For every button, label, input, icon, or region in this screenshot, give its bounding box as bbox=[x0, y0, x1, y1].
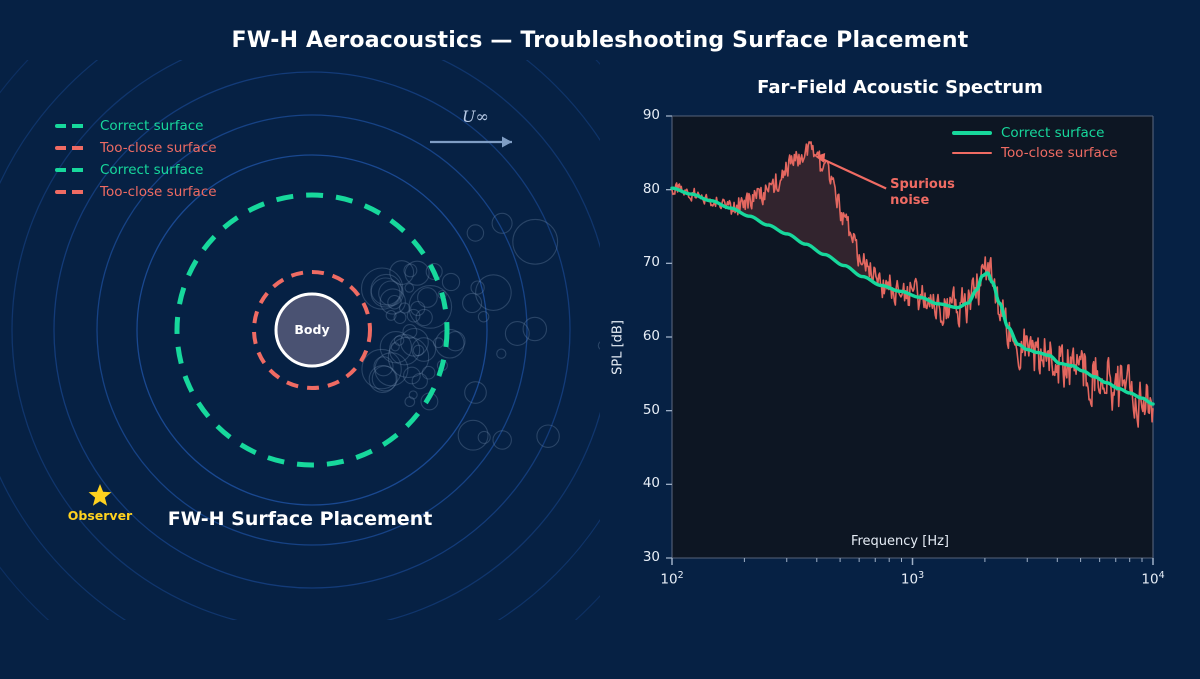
schematic-legend-item: Too-close surface bbox=[55, 181, 217, 203]
chart-legend-label: Correct surface bbox=[1001, 125, 1105, 141]
x-axis-tick-label: 104 bbox=[1141, 570, 1165, 588]
y-axis-tick-label: 70 bbox=[642, 254, 660, 271]
freestream-velocity-label: U∞ bbox=[462, 107, 489, 126]
legend-line-swatch bbox=[952, 151, 992, 155]
y-axis-tick-label: 30 bbox=[642, 549, 660, 565]
y-axis-tick-label: 80 bbox=[642, 180, 660, 197]
y-axis-tick-label: 50 bbox=[642, 401, 660, 418]
x-axis-tick-label: 103 bbox=[900, 570, 925, 588]
schematic-panel-title: FW-H Surface Placement bbox=[167, 508, 433, 530]
x-axis-tick-label: 102 bbox=[660, 570, 684, 588]
legend-item-label: Too-close surface bbox=[100, 184, 217, 200]
chart-title: Far-Field Acoustic Spectrum bbox=[757, 77, 1043, 98]
annotation-line: Spurious bbox=[890, 176, 955, 192]
surface-placement-panel: Correct surface Too-close surface Correct … bbox=[0, 60, 600, 620]
y-axis-tick-label: 90 bbox=[642, 107, 660, 123]
schematic-legend: Correct surface Too-close surface Correct … bbox=[55, 115, 217, 203]
observer-label: Observer bbox=[67, 508, 133, 523]
x-axis-label: Frequency [Hz] bbox=[850, 534, 950, 549]
y-axis-label: SPL [dB] bbox=[610, 320, 626, 375]
schematic-legend-item: Correct surface bbox=[55, 159, 217, 181]
body-label: Body bbox=[294, 322, 330, 337]
legend-item-label: Correct surface bbox=[100, 162, 204, 178]
y-axis-tick-label: 60 bbox=[642, 328, 660, 344]
chart-legend-item: Correct surface bbox=[952, 123, 1118, 143]
spectrum-plot bbox=[666, 115, 1155, 565]
chart-legend: Correct surface Too-close surface bbox=[952, 123, 1118, 163]
legend-item-label: Too-close surface bbox=[100, 140, 217, 156]
chart-legend-label: Too-close surface bbox=[1001, 145, 1118, 161]
figure-title: FW-H Aeroacoustics — Troubleshooting Sur… bbox=[231, 28, 969, 53]
legend-item-label: Correct surface bbox=[100, 118, 204, 134]
chart-legend-item: Too-close surface bbox=[952, 143, 1118, 163]
y-axis-tick-label: 40 bbox=[642, 475, 660, 492]
legend-line-swatch bbox=[952, 131, 992, 135]
spurious-noise-annotation: Spurious noise bbox=[890, 177, 955, 210]
schematic-legend-item: Correct surface bbox=[55, 115, 217, 137]
spectrum-panel: Far-Field Acoustic Spectrum 30 40 50 60 70 80… bbox=[600, 60, 1200, 675]
annotation-line: noise bbox=[890, 192, 930, 208]
schematic-svg bbox=[0, 60, 600, 620]
schematic-legend-item: Too-close surface bbox=[55, 137, 217, 159]
